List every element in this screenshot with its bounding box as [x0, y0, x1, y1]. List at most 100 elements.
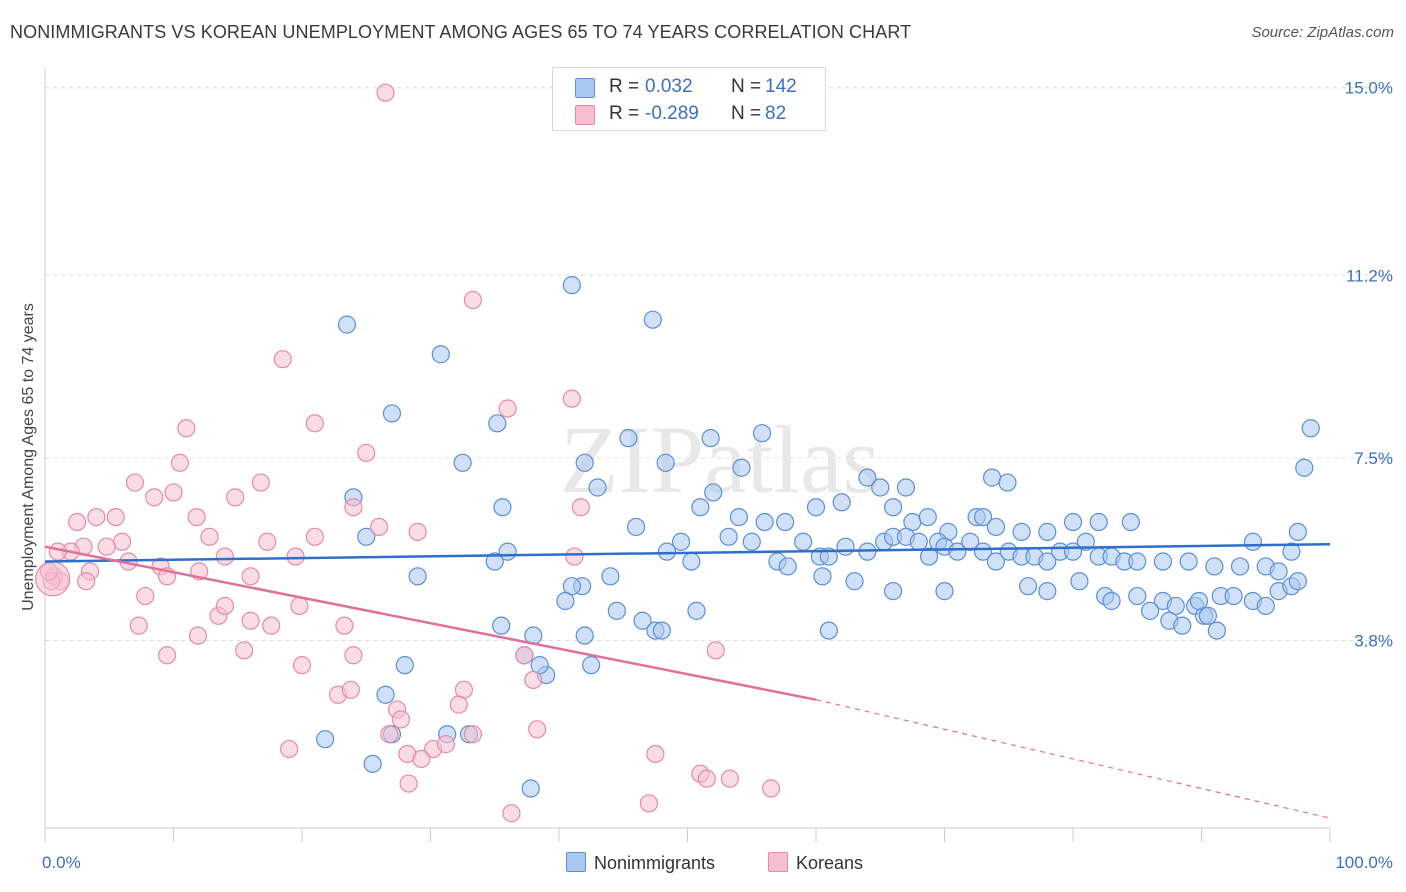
nonimmigrants-point [575, 626, 594, 645]
koreans-point [357, 443, 376, 463]
koreans-point [286, 547, 305, 566]
nonimmigrants-point [948, 542, 967, 561]
nonimmigrants-point [657, 542, 677, 561]
nonimmigrants-point [408, 567, 427, 586]
nonimmigrants-point [607, 601, 626, 620]
nonimmigrants-point [871, 478, 890, 497]
koreans-point [177, 419, 196, 438]
legend-r-value: -0.289 [645, 103, 699, 124]
nonimmigrants-point [492, 616, 511, 635]
nonimmigrants-point [1128, 552, 1147, 571]
koreans-point [498, 399, 517, 418]
nonimmigrants-point [729, 507, 749, 527]
nonimmigrants-point [485, 552, 504, 571]
koreans-point [200, 527, 219, 546]
nonimmigrants-point [1121, 512, 1140, 532]
koreans-point [292, 656, 312, 675]
legend-row-koreans: R = -0.289 N = 82 [553, 101, 825, 127]
koreans-point [376, 83, 395, 102]
koreans-point [215, 596, 234, 616]
koreans-trend-extension [815, 699, 1331, 819]
nonimmigrants-point [521, 779, 540, 798]
nonimmigrants-trend-line [44, 542, 1331, 563]
koreans-point [528, 720, 547, 739]
nonimmigrants-point [755, 512, 774, 532]
koreans-point [157, 646, 177, 665]
nonimmigrants-point [794, 532, 813, 551]
nonimmigrants-point [1038, 582, 1057, 601]
koreans-point [215, 547, 234, 566]
nonimmigrants-point [1063, 512, 1083, 532]
nonimmigrants-point [719, 527, 738, 546]
legend-koreans: Koreans [768, 852, 863, 874]
koreans-point [412, 749, 431, 769]
koreans-point [565, 547, 584, 566]
nonimmigrants-point [382, 404, 402, 423]
nonimmigrants-point [858, 468, 877, 487]
nonimmigrants-point [633, 611, 652, 630]
koreans-point [463, 290, 483, 310]
nonimmigrants-point [656, 453, 675, 472]
koreans-point [305, 414, 324, 433]
legend-swatch-blue [566, 852, 586, 872]
source-label: Source: ZipAtlas.com [1251, 24, 1394, 41]
nonimmigrants-point [742, 532, 761, 551]
nonimmigrants-point [1140, 601, 1160, 620]
koreans-point [164, 483, 183, 502]
nonimmigrants-point [935, 582, 954, 601]
nonimmigrants-point [1038, 522, 1057, 541]
koreans-point [408, 522, 427, 541]
nonimmigrants-point [1089, 512, 1108, 532]
nonimmigrants-point [813, 567, 832, 586]
nonimmigrants-point [1038, 552, 1057, 571]
nonimmigrants-point [575, 453, 594, 472]
x-tick-label: 100.0% [1335, 853, 1393, 872]
legend-r-label: R = [609, 103, 640, 124]
koreans-point [571, 498, 590, 517]
nonimmigrants-point [1189, 591, 1209, 611]
nonimmigrants-point [1153, 552, 1173, 571]
legend-swatch-pink [768, 852, 788, 872]
legend-n-label: N = [731, 76, 762, 97]
nonimmigrants-point [1205, 557, 1224, 576]
nonimmigrants-point [357, 527, 376, 546]
nonimmigrants-points [316, 276, 1320, 798]
koreans-trend-line [44, 545, 817, 701]
gridlines [45, 87, 1390, 641]
koreans-point [562, 389, 581, 408]
nonimmigrants-point [778, 557, 797, 576]
koreans-point [280, 739, 299, 759]
nonimmigrants-point [1288, 522, 1307, 541]
koreans-point [341, 680, 360, 699]
nonimmigrants-point [691, 498, 710, 517]
nonimmigrants-point [752, 424, 772, 443]
nonimmigrants-point [363, 754, 382, 773]
nonimmigrants-point [337, 315, 357, 334]
koreans-point [502, 804, 521, 823]
koreans-point [335, 616, 354, 635]
y-tick-label: 7.5% [1354, 449, 1393, 468]
nonimmigrants-point [1230, 557, 1250, 576]
legend-row-nonimmigrants: R = 0.032 N = 142 [553, 74, 825, 100]
koreans-point [720, 769, 740, 788]
nonimmigrants-point [1243, 532, 1263, 551]
nonimmigrants-point [1063, 542, 1083, 561]
legend-nonimmigrants: Nonimmigrants [566, 852, 715, 874]
koreans-point [646, 744, 665, 764]
koreans-point [697, 769, 716, 788]
nonimmigrants-point [682, 552, 701, 571]
correlation-legend: R = 0.032 N = 142 R = -0.289 N = 82 [552, 67, 826, 131]
koreans-point [35, 561, 71, 597]
nonimmigrants-point [1128, 586, 1147, 606]
koreans-point [380, 725, 399, 744]
koreans-point [145, 488, 164, 507]
nonimmigrants-point [601, 567, 620, 586]
nonimmigrants-point [431, 345, 450, 364]
koreans-point [188, 626, 208, 645]
nonimmigrants-point [819, 621, 838, 640]
y-tick-label: 11.2% [1346, 266, 1393, 285]
koreans-point [706, 641, 725, 660]
nonimmigrants-point [982, 468, 1002, 487]
legend-swatch-pink [575, 105, 595, 125]
